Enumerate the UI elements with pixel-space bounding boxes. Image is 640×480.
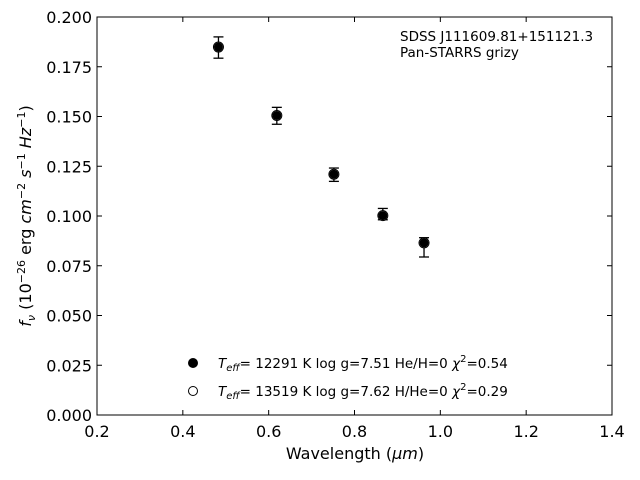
x-tick-label: 0.4 bbox=[170, 422, 195, 441]
y-tick-label: 0.200 bbox=[46, 8, 92, 27]
y-axis-label: fν (10−26 erg cm−2 s−1 Hz−1) bbox=[15, 105, 38, 326]
y-tick-label: 0.050 bbox=[46, 307, 92, 326]
legend-entry-1: Teff= 12291 K log g=7.51 He/H=0 χ2=0.54 bbox=[218, 354, 508, 374]
y-tick-label: 0.025 bbox=[46, 356, 92, 375]
plot-frame bbox=[96, 16, 613, 416]
x-tick-label: 0.8 bbox=[342, 422, 367, 441]
model-point-filled bbox=[378, 211, 388, 221]
legend-entry-2: Teff= 13519 K log g=7.62 H/He=0 χ2=0.29 bbox=[218, 382, 508, 402]
y-tick-label: 0.175 bbox=[46, 58, 92, 77]
x-tick-label: 1.4 bbox=[599, 422, 624, 441]
model-point-filled bbox=[272, 111, 282, 121]
model-point-filled bbox=[213, 42, 223, 52]
annotation-line-2: Pan-STARRS grizy bbox=[400, 45, 519, 61]
model-point-filled bbox=[419, 238, 429, 248]
legend-marker-filled bbox=[188, 358, 198, 368]
legend: Teff= 12291 K log g=7.51 He/H=0 χ2=0.54 … bbox=[188, 354, 508, 402]
y-tick-label: 0.125 bbox=[46, 157, 92, 176]
y-tick-label: 0.100 bbox=[46, 207, 92, 226]
y-axis-ticks: 0.000 0.025 0.050 0.075 0.100 0.125 0.150 0.175… bbox=[46, 8, 612, 425]
y-tick-label: 0.000 bbox=[46, 406, 92, 425]
x-tick-label: 1.2 bbox=[513, 422, 538, 441]
x-axis-label: Wavelength (μm) bbox=[286, 444, 424, 463]
y-tick-label: 0.075 bbox=[46, 257, 92, 276]
x-tick-label: 0.2 bbox=[84, 422, 109, 441]
x-tick-label: 0.6 bbox=[256, 422, 281, 441]
data-points bbox=[212, 36, 430, 258]
annotation-line-1: SDSS J111609.81+151121.3 bbox=[400, 29, 593, 45]
y-tick-label: 0.150 bbox=[46, 108, 92, 127]
legend-marker-open bbox=[188, 386, 198, 396]
x-axis-ticks: 0.2 0.4 0.6 0.8 1.0 1.2 1.4 bbox=[84, 17, 625, 441]
model-point-filled bbox=[329, 169, 339, 179]
x-tick-label: 1.0 bbox=[428, 422, 453, 441]
